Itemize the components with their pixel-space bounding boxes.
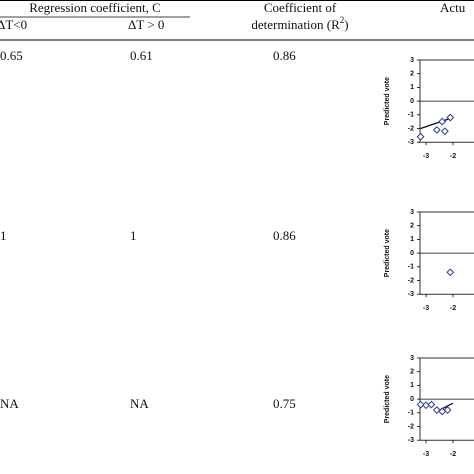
y-tick-label: 1 xyxy=(410,236,414,243)
cell-neg: 1 xyxy=(0,228,7,243)
y-tick-label: 3 xyxy=(410,209,414,216)
cell-neg: NA xyxy=(0,396,19,411)
data-point xyxy=(432,406,441,414)
data-point xyxy=(427,400,436,409)
fit-line xyxy=(420,116,454,130)
y-tick-label: -3 xyxy=(408,291,414,298)
y-tick-label: 0 xyxy=(410,396,414,403)
y-tick-label: 3 xyxy=(410,355,414,362)
y-tick-label: 2 xyxy=(410,369,414,376)
y-axis-label: Predicted vote xyxy=(384,375,391,423)
cell-r2: 0.86 xyxy=(273,48,296,63)
y-tick-label: -2 xyxy=(408,277,414,284)
r2-header: Coefficient of xyxy=(264,0,337,15)
data-point xyxy=(438,117,447,126)
r2-end: ) xyxy=(344,17,348,32)
mini-chart: 3 2 1 0 -1 -2 -3 -3 -2 Predicted vote xyxy=(384,57,474,160)
cell-neg: 0.65 xyxy=(0,48,23,63)
data-point xyxy=(432,125,441,134)
cell-pos: NA xyxy=(130,396,149,411)
y-tick-label: -2 xyxy=(408,423,414,430)
r2-sup: 2 xyxy=(340,15,345,25)
data-point xyxy=(446,113,455,122)
r2-header: determination (R2) xyxy=(251,15,348,32)
r2-header-text: determination (R xyxy=(251,17,340,32)
actual-header: Actu xyxy=(440,0,466,15)
y-tick-label: 0 xyxy=(410,250,414,257)
y-tick-label: 2 xyxy=(410,71,414,78)
x-tick-label: -3 xyxy=(423,451,429,458)
y-tick-label: -3 xyxy=(408,437,414,444)
cell-pos: 1 xyxy=(130,228,137,243)
y-tick-label: 2 xyxy=(410,223,414,230)
y-axis-label: Predicted vote xyxy=(384,229,391,277)
mini-chart: 3 2 1 0 -1 -2 -3 -3 -2 Predicted vote xyxy=(384,209,474,312)
x-tick-label: -2 xyxy=(450,305,456,312)
y-tick-label: 3 xyxy=(410,57,414,64)
y-tick-label: -3 xyxy=(408,139,414,146)
cell-r2: 0.86 xyxy=(273,228,296,243)
data-point xyxy=(443,406,452,414)
neg-header: ΔT<0 xyxy=(0,17,27,32)
group-header: Regression coefficient, C xyxy=(29,0,161,15)
pos-header: ΔT > 0 xyxy=(128,17,164,32)
y-tick-label: -2 xyxy=(408,125,414,132)
y-tick-label: -1 xyxy=(408,410,414,417)
x-tick-label: -3 xyxy=(423,153,429,160)
data-point xyxy=(440,127,449,136)
x-tick-label: -2 xyxy=(450,451,456,458)
data-point xyxy=(416,132,425,141)
y-tick-label: 1 xyxy=(410,382,414,389)
cell-pos: 0.61 xyxy=(130,48,153,63)
mini-chart: 3 2 1 0 -1 -2 -3 -3 -2 Predicted vote xyxy=(384,355,474,458)
cell-r2: 0.75 xyxy=(273,396,296,411)
y-tick-label: 1 xyxy=(410,84,414,91)
y-tick-label: -1 xyxy=(408,264,414,271)
y-axis-label: Predicted vote xyxy=(384,77,391,125)
x-tick-label: -3 xyxy=(423,305,429,312)
data-point xyxy=(446,268,455,277)
x-tick-label: -2 xyxy=(450,153,456,160)
y-tick-label: 0 xyxy=(410,98,414,105)
data-point xyxy=(416,400,425,409)
y-tick-label: -1 xyxy=(408,112,414,119)
